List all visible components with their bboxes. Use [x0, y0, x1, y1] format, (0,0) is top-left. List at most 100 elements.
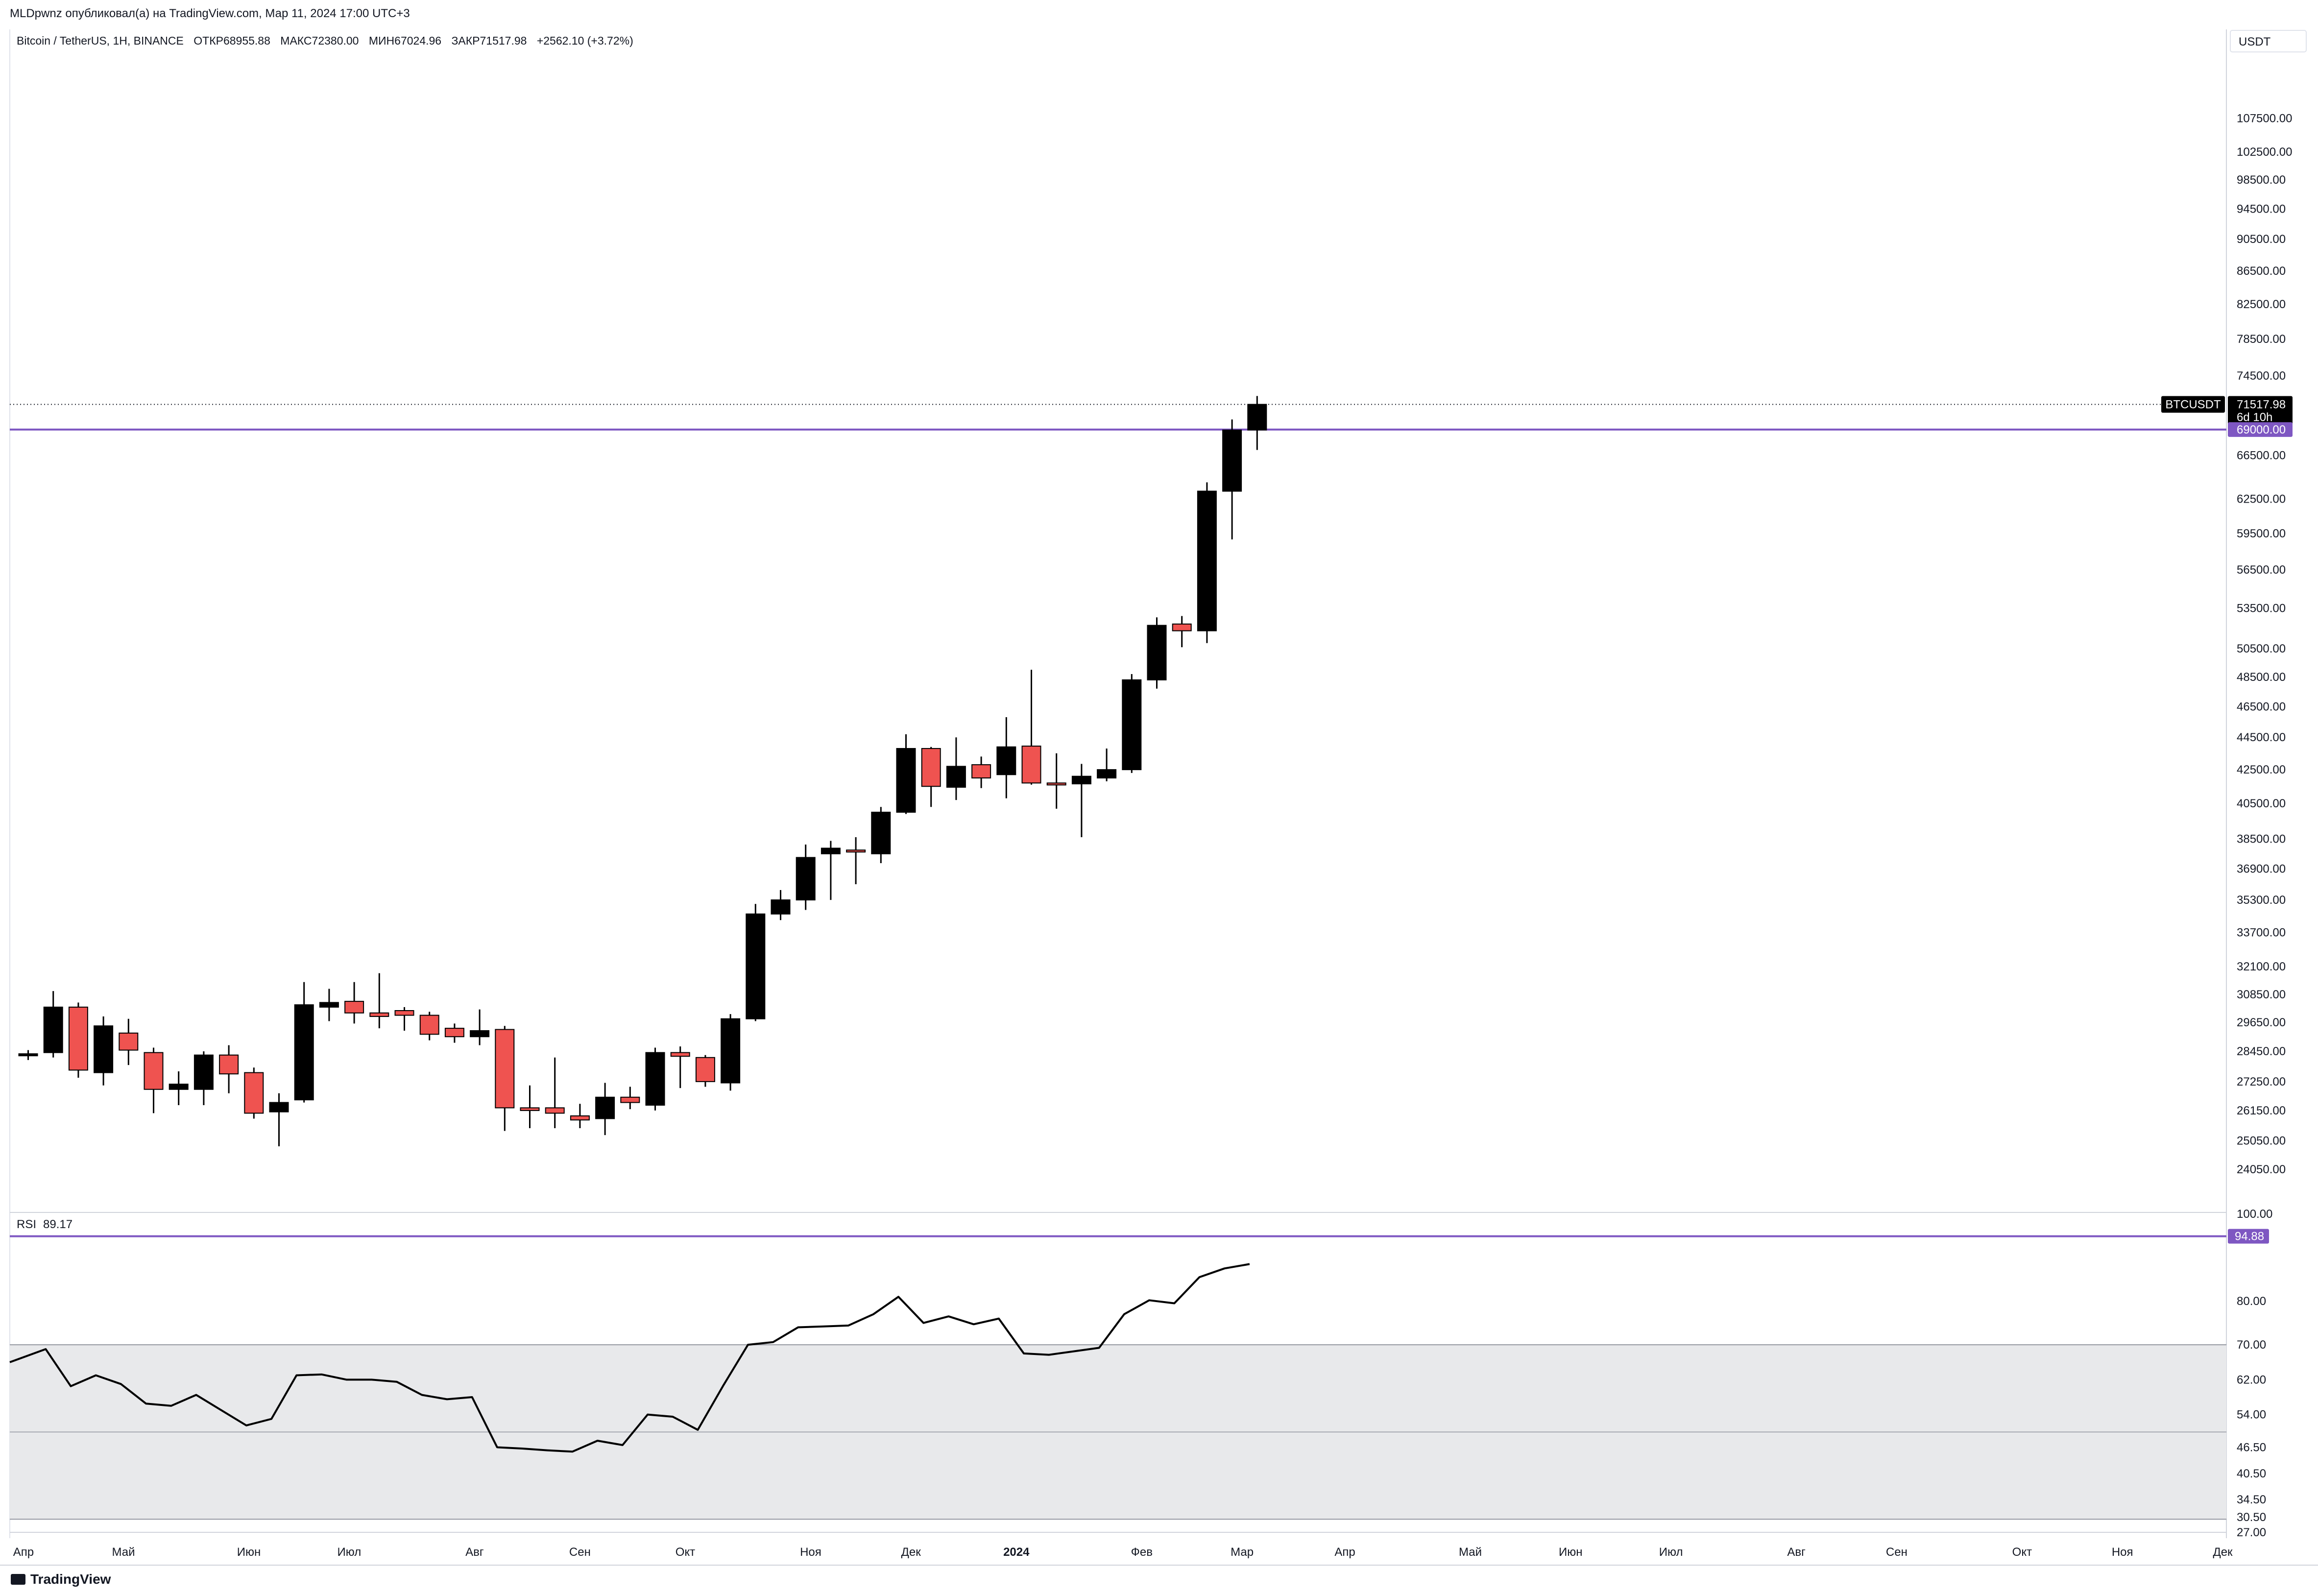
time-axis-label: Ноя [2112, 1546, 2133, 1559]
candle [946, 737, 966, 800]
high-value: 72380.00 [312, 34, 359, 47]
candle-body [545, 1107, 565, 1114]
rsi-tick-label: 34.50 [2237, 1493, 2266, 1506]
price-tick-label: 26150.00 [2237, 1104, 2286, 1117]
candle-body [871, 811, 891, 854]
candle-body [645, 1052, 665, 1106]
candle-body [971, 764, 991, 779]
candle [495, 1026, 515, 1131]
candle-body [219, 1054, 239, 1075]
candle-body [996, 746, 1016, 775]
candle-body [1172, 623, 1192, 631]
last-price-tag: BTCUSDT 71517.98 6d 10h [2161, 396, 2293, 426]
price-tick-label: 48500.00 [2237, 671, 2286, 684]
candle-body [319, 1002, 339, 1008]
rsi-tick-label: 70.00 [2237, 1338, 2266, 1352]
candle-body [1046, 782, 1066, 786]
candle-body [94, 1025, 114, 1073]
price-tick-label: 32100.00 [2237, 960, 2286, 973]
time-axis-label: Сен [1886, 1546, 1908, 1559]
candle [921, 747, 941, 807]
time-axis-label: Май [112, 1546, 135, 1559]
rsi-tick-label: 80.00 [2237, 1295, 2266, 1308]
price-tick-label: 86500.00 [2237, 265, 2286, 278]
time-axis: Апр Май Июн Июл Авг Сен Окт Ноя Дек 2024 Фев Мар Апр… [13, 1546, 2233, 1559]
candle [821, 841, 841, 900]
last-price-tag-bg [2228, 396, 2293, 426]
high-label: МАКС [280, 34, 312, 47]
candle-body [670, 1052, 690, 1057]
candle-body [269, 1102, 289, 1112]
candle-body [1247, 404, 1267, 431]
candle [319, 989, 339, 1021]
candle [294, 982, 314, 1103]
price-tick-label: 66500.00 [2237, 449, 2286, 462]
candle [1046, 753, 1066, 809]
price-tick-label: 24050.00 [2237, 1163, 2286, 1176]
price-tick-label: 35300.00 [2237, 894, 2286, 907]
candle [470, 1009, 490, 1045]
currency-box[interactable] [2230, 30, 2307, 52]
candle [444, 1023, 464, 1043]
candle [1247, 396, 1267, 450]
price-tick-label: 50500.00 [2237, 642, 2286, 655]
price-tick-label: 42500.00 [2237, 763, 2286, 776]
candle-body [721, 1018, 741, 1084]
candle-body [419, 1015, 439, 1035]
candle-body [244, 1072, 264, 1114]
candle [269, 1093, 289, 1146]
candle [771, 890, 791, 920]
candle-body [846, 849, 866, 853]
candle-body [43, 1006, 63, 1053]
open-label: ОТКР [193, 34, 223, 47]
time-axis-label: Авг [465, 1546, 484, 1559]
candle-body [444, 1028, 464, 1038]
close-value: 71517.98 [480, 34, 527, 47]
candle-body [771, 899, 791, 915]
price-tick-label: 28450.00 [2237, 1045, 2286, 1058]
time-axis-label: Июл [1659, 1546, 1683, 1559]
candle-body [169, 1084, 189, 1090]
candle [1021, 670, 1041, 785]
time-axis-label: Дек [2213, 1546, 2233, 1559]
price-tick-label: 59500.00 [2237, 527, 2286, 540]
price-axis: 107500.00 102500.00 98500.00 94500.00 90500.… [2237, 112, 2292, 1176]
candle-body [369, 1012, 389, 1017]
candle [871, 807, 891, 863]
candle [1122, 674, 1142, 773]
rsi-tick-label: 27.00 [2237, 1526, 2266, 1539]
candle-body [620, 1096, 640, 1103]
time-axis-label: Апр [1334, 1546, 1355, 1559]
last-price-value: 71517.98 [2237, 398, 2286, 411]
candle [193, 1051, 214, 1106]
rsi-tag-bg [2228, 1229, 2269, 1244]
candle-body [595, 1096, 615, 1119]
candle [119, 1018, 139, 1065]
candle-body [68, 1006, 88, 1071]
rsi-legend-label: RSI [17, 1218, 36, 1231]
candle [1097, 748, 1117, 781]
candle [219, 1045, 239, 1093]
candle-body [921, 748, 941, 787]
candle [43, 991, 63, 1058]
price-tick-label: 94500.00 [2237, 202, 2286, 216]
candle [670, 1046, 690, 1088]
rsi-legend-value: 89.17 [43, 1218, 72, 1231]
symbol-legend[interactable]: Bitcoin / TetherUS, 1H, BINANCE ОТКР6895… [17, 34, 633, 48]
candle-body [796, 857, 816, 901]
candle-body [1222, 429, 1242, 492]
candle [369, 973, 389, 1029]
candle [545, 1057, 565, 1128]
time-axis-label: Фев [1131, 1546, 1153, 1559]
price-tick-label: 27250.00 [2237, 1075, 2286, 1088]
candle [68, 1002, 88, 1078]
candle [620, 1087, 640, 1110]
time-axis-label: Ноя [800, 1546, 821, 1559]
candlestick-series [18, 396, 1267, 1146]
candle [344, 982, 364, 1024]
time-axis-label: Окт [2012, 1546, 2032, 1559]
candle [896, 734, 916, 814]
time-axis-label: Июн [1559, 1546, 1583, 1559]
price-tick-label: 98500.00 [2237, 173, 2286, 187]
